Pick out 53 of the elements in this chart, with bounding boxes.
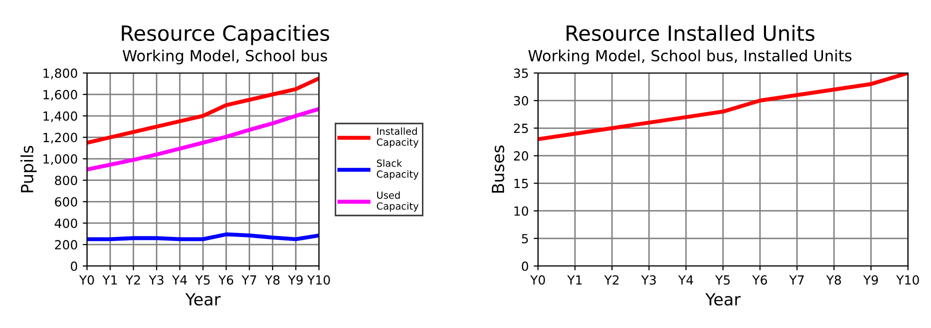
line-series bbox=[87, 76, 319, 145]
y-axis-title: Buses bbox=[492, 146, 504, 193]
x-tick-label: Y8 bbox=[264, 275, 280, 285]
x-tick-label: Y3 bbox=[148, 275, 164, 285]
line-series bbox=[87, 106, 319, 172]
y-tick-label: 0 bbox=[522, 261, 528, 271]
chart-title: Resource Capacities bbox=[122, 24, 330, 46]
legend-label: Slack Capacity bbox=[376, 159, 418, 180]
x-tick-label: Y5 bbox=[195, 275, 210, 285]
y-tick-label: 20 bbox=[514, 151, 528, 161]
x-tick-label: Y3 bbox=[641, 275, 656, 285]
x-tick-label: Y9 bbox=[288, 275, 303, 285]
y-tick-label: 5 bbox=[522, 234, 528, 244]
x-tick-label: Y0 bbox=[79, 275, 94, 285]
legend-label: Used Capacity bbox=[376, 191, 418, 212]
y-tick-label: 15 bbox=[514, 178, 528, 188]
x-tick-label: Y5 bbox=[715, 275, 730, 285]
y-tick-label: 1,200 bbox=[44, 132, 78, 144]
y-tick-label: 200 bbox=[55, 240, 78, 250]
y-tick-label: 35 bbox=[514, 68, 528, 78]
x-tick-label: Y7 bbox=[789, 275, 804, 285]
x-tick-label: Y2 bbox=[126, 275, 140, 285]
y-tick-label: 1,000 bbox=[44, 154, 78, 165]
y-tick-label: 400 bbox=[54, 218, 78, 228]
chart-subtitle: Working Model, School bus bbox=[122, 50, 328, 64]
y-tick-label: 800 bbox=[54, 176, 78, 186]
y-tick-label: 10 bbox=[514, 206, 528, 216]
chart-subtitle: Working Model, School bus, Installed Units bbox=[528, 50, 852, 64]
x-tick-label: Y7 bbox=[242, 275, 256, 285]
y-tick-label: 0 bbox=[70, 261, 78, 271]
x-tick-label: Y0 bbox=[530, 275, 545, 285]
x-tick-label: Y9 bbox=[863, 275, 878, 285]
y-tick-label: 1,800 bbox=[44, 68, 78, 80]
x-axis-title: Year bbox=[185, 293, 221, 306]
x-tick-label: Y1 bbox=[102, 275, 117, 285]
x-tick-label: Y4 bbox=[172, 275, 187, 285]
x-tick-label: Y2 bbox=[604, 275, 619, 285]
y-tick-label: 1,600 bbox=[44, 90, 78, 101]
x-tick-label: Y8 bbox=[826, 275, 841, 285]
y-tick-label: 1,400 bbox=[44, 111, 78, 122]
x-axis-title: Year bbox=[705, 293, 741, 306]
x-tick-label: Y10 bbox=[896, 275, 919, 285]
x-tick-label: Y4 bbox=[678, 275, 694, 285]
x-tick-label: Y6 bbox=[752, 275, 768, 285]
legend-label: Installed Capacity bbox=[376, 127, 418, 148]
chart-title: Resource Installed Units bbox=[566, 24, 814, 42]
y-tick-label: 600 bbox=[54, 197, 78, 207]
x-tick-label: Y1 bbox=[567, 275, 582, 285]
x-tick-label: Y10 bbox=[307, 275, 330, 285]
y-tick-label: 25 bbox=[514, 124, 528, 134]
y-tick-label: 30 bbox=[514, 96, 528, 106]
y-axis-title: Pupils bbox=[20, 146, 37, 192]
x-tick-label: Y6 bbox=[218, 275, 234, 285]
